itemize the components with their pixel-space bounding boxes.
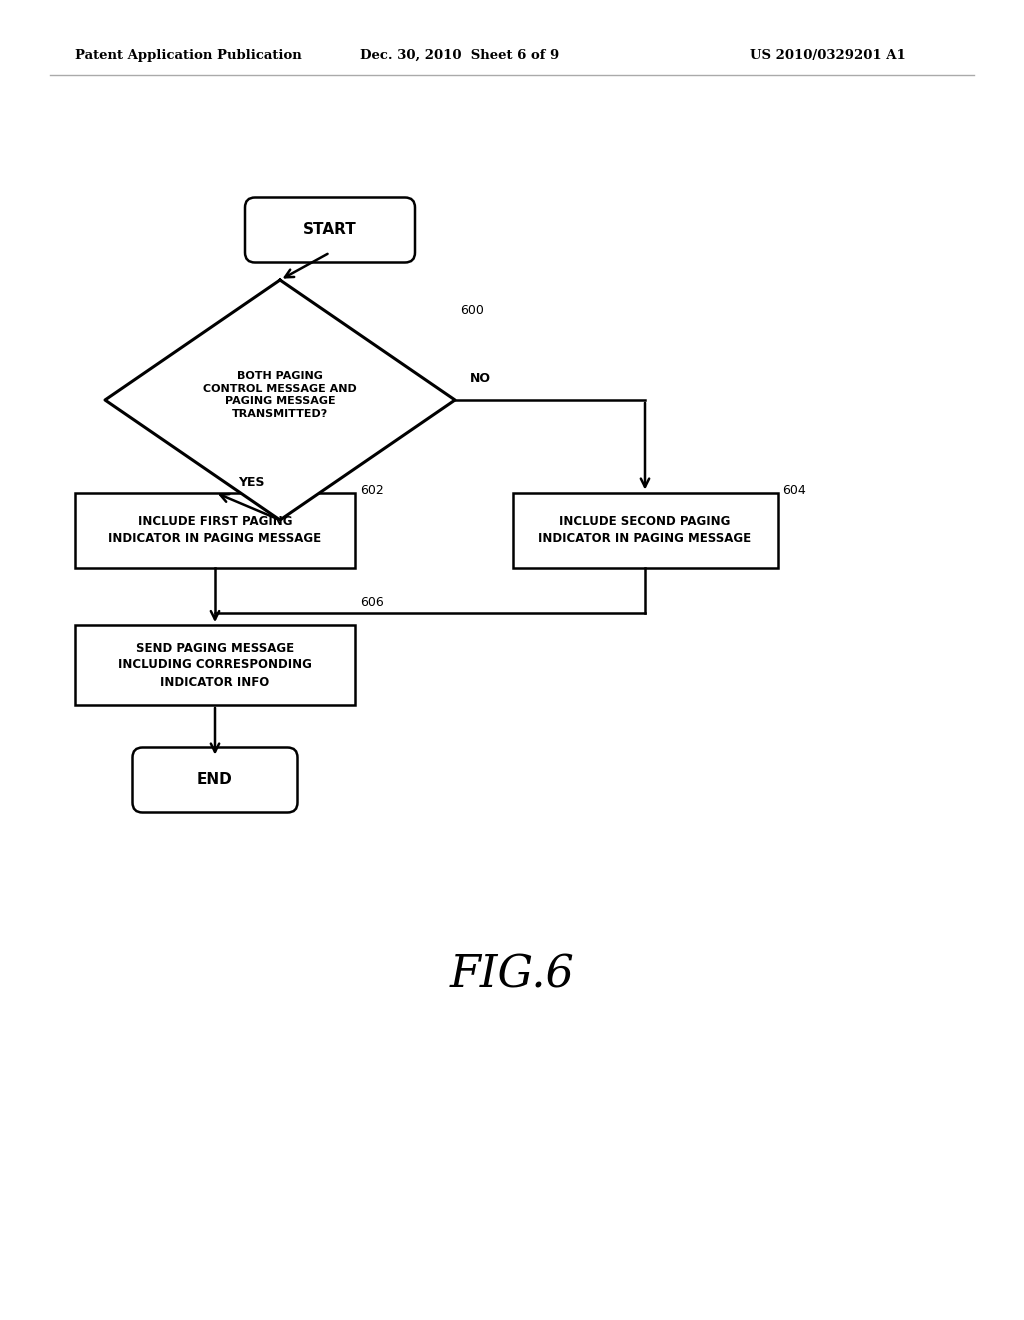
- Text: Dec. 30, 2010  Sheet 6 of 9: Dec. 30, 2010 Sheet 6 of 9: [360, 49, 559, 62]
- Text: 606: 606: [360, 597, 384, 610]
- Text: FIG.6: FIG.6: [450, 953, 574, 997]
- Text: YES: YES: [239, 477, 265, 490]
- FancyBboxPatch shape: [75, 492, 355, 568]
- Text: SEND PAGING MESSAGE
INCLUDING CORRESPONDING
INDICATOR INFO: SEND PAGING MESSAGE INCLUDING CORRESPOND…: [118, 642, 312, 689]
- FancyBboxPatch shape: [245, 198, 415, 263]
- Text: 604: 604: [782, 483, 806, 496]
- Text: 600: 600: [460, 304, 484, 317]
- FancyBboxPatch shape: [132, 747, 298, 813]
- FancyBboxPatch shape: [75, 624, 355, 705]
- Text: END: END: [198, 772, 232, 788]
- Text: Patent Application Publication: Patent Application Publication: [75, 49, 302, 62]
- FancyBboxPatch shape: [512, 492, 777, 568]
- Text: NO: NO: [470, 372, 490, 385]
- Text: 602: 602: [360, 483, 384, 496]
- Text: START: START: [303, 223, 357, 238]
- Text: INCLUDE SECOND PAGING
INDICATOR IN PAGING MESSAGE: INCLUDE SECOND PAGING INDICATOR IN PAGIN…: [539, 515, 752, 545]
- Polygon shape: [105, 280, 455, 520]
- Text: US 2010/0329201 A1: US 2010/0329201 A1: [750, 49, 906, 62]
- Text: BOTH PAGING
CONTROL MESSAGE AND
PAGING MESSAGE
TRANSMITTED?: BOTH PAGING CONTROL MESSAGE AND PAGING M…: [203, 371, 357, 418]
- Text: INCLUDE FIRST PAGING
INDICATOR IN PAGING MESSAGE: INCLUDE FIRST PAGING INDICATOR IN PAGING…: [109, 515, 322, 545]
